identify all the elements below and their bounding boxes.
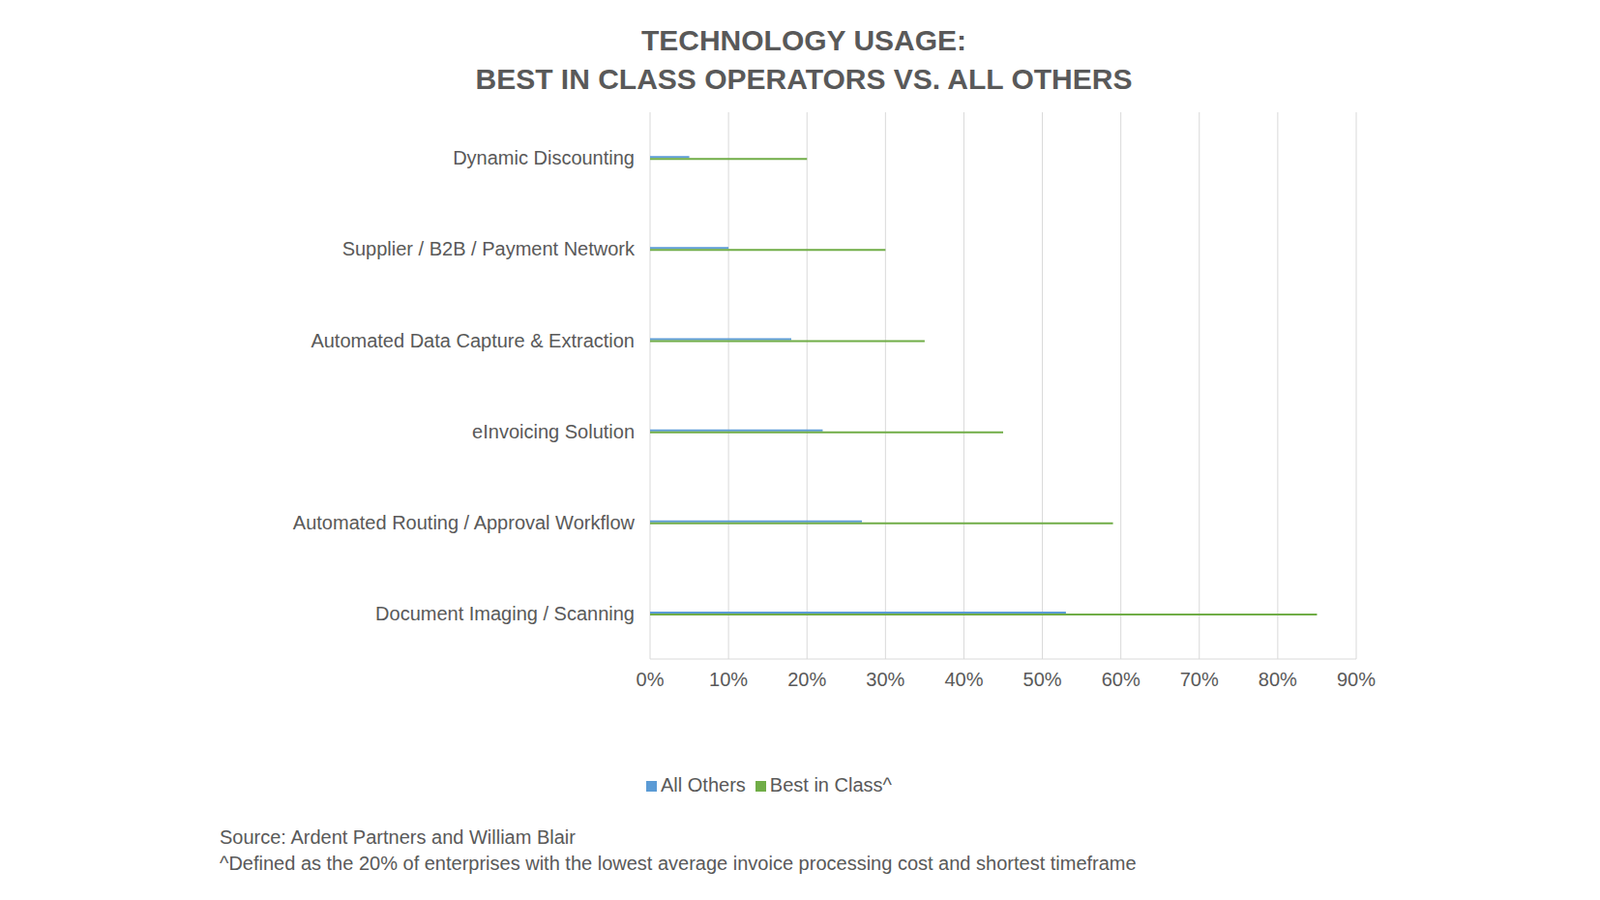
svg-text:Document Imaging / Scanning: Document Imaging / Scanning: [375, 602, 635, 624]
svg-text:Automated Routing / Approval W: Automated Routing / Approval Workflow: [293, 511, 636, 534]
svg-text:Supplier / B2B / Payment Netwo: Supplier / B2B / Payment Network: [342, 237, 636, 260]
html-text:All Others: All Others: [660, 773, 746, 796]
html-text:TECHNOLOGY USAGE:: TECHNOLOGY USAGE:: [641, 24, 967, 57]
svg-text:Automated Data Capture & Extra: Automated Data Capture & Extraction: [310, 329, 635, 352]
svg-text:70%: 70%: [1180, 668, 1219, 690]
svg-text:50%: 50%: [1023, 668, 1063, 690]
svg-text:80%: 80%: [1258, 668, 1298, 690]
html-text:BEST IN CLASS OPERATORS VS. AL: BEST IN CLASS OPERATORS VS. ALL OTHERS: [475, 62, 1133, 95]
svg-text:20%: 20%: [787, 668, 827, 690]
svg-text:40%: 40%: [944, 668, 983, 690]
svg-text:60%: 60%: [1101, 668, 1141, 690]
svg-text:90%: 90%: [1336, 668, 1376, 690]
html-text:^Defined as the 20% of enterpr: ^Defined as the 20% of enterprises with …: [219, 852, 1137, 874]
svg-text:Dynamic Discounting: Dynamic Discounting: [452, 147, 635, 169]
html-text:Source: Ardent Partners and Wi: Source: Ardent Partners and William Blai…: [219, 826, 576, 848]
svg-text:10%: 10%: [709, 668, 748, 690]
svg-text:eInvoicing Solution: eInvoicing Solution: [472, 420, 635, 443]
svg-text:30%: 30%: [865, 668, 905, 690]
html-text:Best in Class^: Best in Class^: [769, 773, 892, 796]
svg-text:0%: 0%: [636, 668, 665, 690]
